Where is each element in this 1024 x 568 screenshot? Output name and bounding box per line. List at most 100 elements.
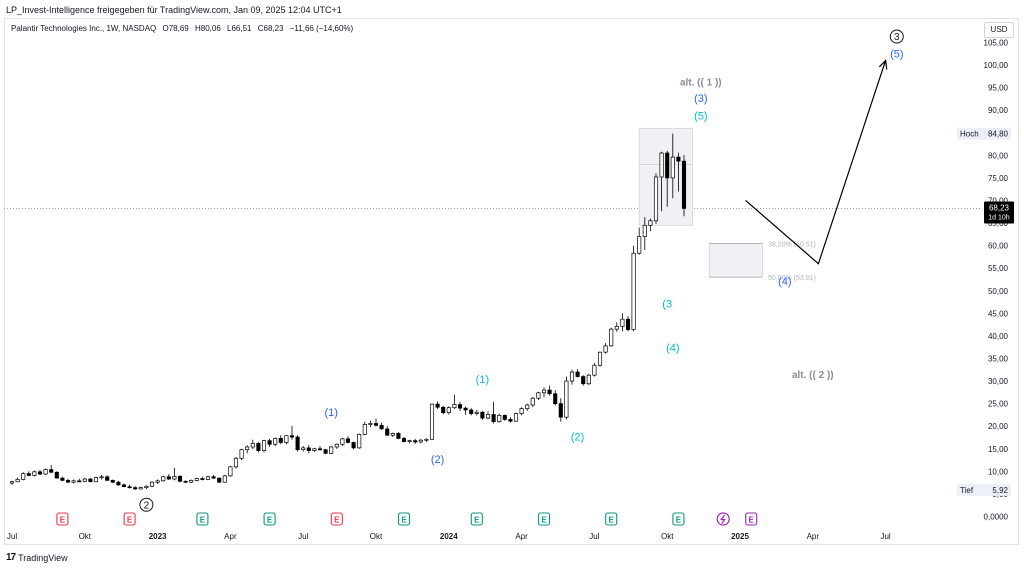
candle-body: [284, 435, 289, 443]
candle-body: [200, 478, 205, 480]
earnings-icon-letter: E: [60, 516, 66, 525]
candle-body: [144, 485, 149, 488]
candle-body: [105, 476, 110, 481]
candle-body: [93, 477, 99, 483]
earnings-icon[interactable]: [470, 512, 483, 526]
candle-body: [379, 424, 384, 430]
candle-body: [88, 478, 93, 483]
candle-body: [351, 442, 356, 449]
earnings-icon[interactable]: [745, 512, 758, 526]
ohlc-legend: Palantir Technologies Inc., 1W, NASDAQ O…: [11, 24, 357, 33]
candle-body: [21, 473, 26, 480]
y-tick-label: 40,00: [988, 332, 1009, 341]
candle-body: [676, 156, 681, 162]
earnings-icon[interactable]: [537, 512, 551, 526]
candle-body: [362, 424, 367, 435]
y-tick-label: 35,00: [988, 354, 1009, 363]
y-tick-label: 60,00: [988, 242, 1009, 251]
candle-body: [228, 466, 233, 477]
y-tick-label: 70,00: [988, 196, 1009, 205]
open-value: O78,69: [162, 24, 189, 33]
candle-body: [49, 469, 54, 473]
candle-body: [345, 438, 351, 443]
earnings-icon-letter: E: [267, 516, 273, 525]
candle-body: [407, 440, 412, 442]
candle-body: [413, 440, 418, 443]
candle-body: [424, 438, 429, 441]
y-tick-label: 100,00: [984, 61, 1009, 70]
earnings-icon[interactable]: [196, 512, 209, 526]
price-marker-value: 5,92: [992, 486, 1008, 495]
projection-path: [745, 60, 887, 265]
earnings-icon[interactable]: [263, 512, 276, 526]
candle-body: [429, 403, 435, 440]
x-tick-label: Apr: [807, 532, 820, 541]
candle-body: [575, 371, 580, 377]
currency-selector[interactable]: USD: [984, 22, 1014, 38]
earnings-icon[interactable]: [330, 512, 343, 526]
candle-body: [233, 457, 239, 468]
earnings-icon[interactable]: [56, 512, 69, 526]
candle-body: [239, 449, 244, 459]
candle-body: [390, 433, 395, 436]
symbol-title[interactable]: Palantir Technologies Inc., 1W, NASDAQ: [11, 24, 157, 33]
candle-body: [497, 415, 502, 423]
candle-body: [334, 443, 339, 448]
x-tick-label: 2023: [149, 532, 167, 541]
candle-body: [222, 475, 227, 483]
candle-body: [149, 481, 155, 487]
candle-body: [457, 404, 463, 409]
earnings-icon-letter: E: [127, 516, 133, 525]
candle-body: [306, 447, 311, 451]
candle-body: [581, 376, 586, 385]
wave-label: (5): [694, 111, 707, 123]
brand-name: TradingView: [18, 552, 68, 563]
x-tick-label: Jul: [589, 532, 599, 541]
earnings-icon[interactable]: [672, 512, 685, 526]
candle-body: [513, 413, 519, 422]
candle-body: [295, 436, 300, 451]
candle-body: [508, 419, 513, 422]
candle-body: [189, 480, 194, 483]
wave-label: (1): [476, 374, 489, 386]
price-marker-bg: [957, 483, 1011, 496]
x-tick-label: Jul: [7, 532, 17, 541]
tradingview-logo-mark: 17: [6, 552, 16, 563]
candle-body: [329, 446, 334, 454]
candle-body: [65, 480, 71, 483]
tradingview-logo[interactable]: 17 TradingView: [6, 552, 68, 563]
price-marker-text: Hoch: [960, 130, 979, 139]
earnings-icon[interactable]: [397, 512, 411, 526]
earnings-icon-letter: E: [749, 516, 755, 525]
earnings-icon[interactable]: [123, 512, 136, 526]
candle-body: [54, 471, 59, 479]
price-marker-text: Tief: [960, 486, 974, 495]
earnings-icon-letter: E: [609, 516, 615, 525]
price-marker-bg: [957, 127, 1011, 140]
candle-body: [177, 475, 183, 482]
candle-body: [26, 473, 31, 476]
y-tick-label: 95,00: [988, 84, 1009, 93]
candle-body: [82, 478, 87, 482]
candle-body: [161, 476, 166, 482]
earnings-icon[interactable]: [605, 512, 618, 526]
chart-caption: LP_Invest-Intelligence freigegeben für T…: [6, 5, 342, 15]
y-tick-label: 90,00: [988, 106, 1009, 115]
x-tick-label: Apr: [224, 532, 237, 541]
candle-body: [250, 443, 255, 448]
y-tick-label: 30,00: [988, 377, 1009, 386]
circled-wave-ring: [139, 497, 154, 512]
candle-body: [217, 477, 222, 483]
candle-body: [278, 438, 283, 443]
candle-body: [289, 435, 295, 438]
high-value: H80,06: [194, 24, 221, 33]
candle-body: [15, 479, 20, 483]
y-tick-label: 10,00: [988, 467, 1009, 476]
candle-body: [446, 407, 451, 414]
candle-body: [385, 428, 390, 436]
candle-body: [525, 404, 530, 409]
fib-level-label: 38,20% (60,51): [768, 241, 816, 248]
wave-label: alt. (( 2 )): [792, 370, 834, 381]
circled-wave-ring: [889, 29, 904, 44]
